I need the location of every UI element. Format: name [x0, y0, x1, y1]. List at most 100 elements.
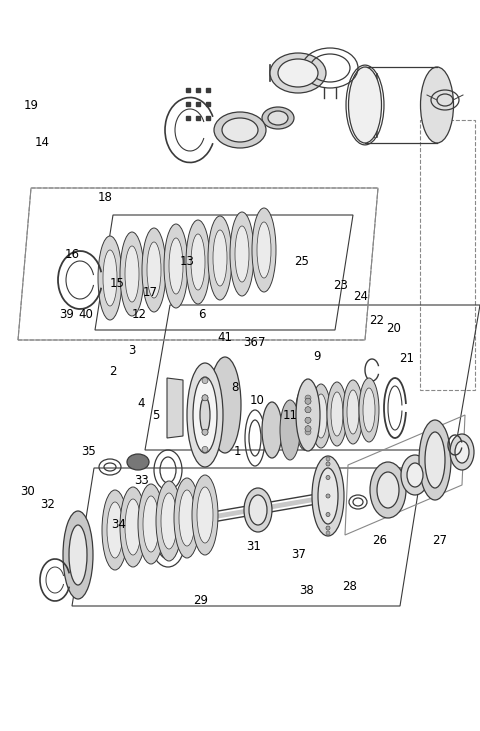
Text: 33: 33: [134, 474, 149, 488]
Ellipse shape: [377, 472, 399, 508]
Ellipse shape: [326, 531, 330, 535]
Ellipse shape: [214, 112, 266, 148]
Ellipse shape: [138, 484, 164, 564]
Text: 14: 14: [35, 136, 50, 149]
Text: 17: 17: [142, 286, 157, 299]
Ellipse shape: [262, 402, 282, 458]
Text: 15: 15: [110, 277, 125, 290]
Ellipse shape: [327, 382, 347, 446]
Text: 13: 13: [180, 255, 194, 268]
Ellipse shape: [164, 224, 188, 308]
Ellipse shape: [102, 490, 128, 570]
Ellipse shape: [326, 475, 330, 480]
Ellipse shape: [305, 395, 311, 401]
Ellipse shape: [401, 455, 429, 495]
Ellipse shape: [179, 490, 195, 546]
Polygon shape: [167, 378, 183, 438]
Ellipse shape: [305, 425, 311, 432]
Ellipse shape: [209, 357, 241, 453]
Ellipse shape: [268, 111, 288, 125]
Ellipse shape: [142, 228, 166, 312]
Ellipse shape: [326, 494, 330, 498]
Ellipse shape: [305, 417, 311, 423]
Ellipse shape: [202, 395, 208, 401]
Ellipse shape: [363, 388, 375, 432]
Text: 36: 36: [243, 336, 258, 349]
Ellipse shape: [193, 377, 217, 453]
Text: 8: 8: [231, 381, 239, 394]
Ellipse shape: [143, 496, 159, 552]
Text: 34: 34: [112, 518, 126, 531]
Ellipse shape: [305, 406, 311, 413]
Ellipse shape: [202, 395, 208, 401]
Ellipse shape: [169, 238, 183, 294]
Ellipse shape: [326, 512, 330, 517]
Text: 3: 3: [128, 344, 136, 357]
Ellipse shape: [257, 222, 271, 278]
Ellipse shape: [318, 468, 338, 524]
Ellipse shape: [192, 475, 218, 555]
Text: 9: 9: [313, 350, 321, 363]
Text: 35: 35: [82, 445, 96, 458]
Text: 41: 41: [217, 331, 232, 344]
Text: 25: 25: [294, 255, 309, 268]
Ellipse shape: [326, 494, 330, 498]
Ellipse shape: [347, 390, 359, 434]
Text: 1: 1: [234, 445, 241, 458]
Ellipse shape: [455, 441, 469, 463]
Ellipse shape: [187, 363, 223, 467]
Ellipse shape: [125, 499, 141, 555]
Text: 19: 19: [24, 99, 39, 113]
Ellipse shape: [63, 511, 93, 599]
Ellipse shape: [326, 462, 330, 466]
Ellipse shape: [197, 487, 213, 543]
Ellipse shape: [326, 526, 330, 530]
Ellipse shape: [222, 118, 258, 142]
Ellipse shape: [202, 447, 208, 452]
Ellipse shape: [305, 429, 311, 435]
Ellipse shape: [305, 398, 311, 404]
Ellipse shape: [343, 380, 363, 444]
Text: 2: 2: [109, 365, 117, 378]
Text: 31: 31: [246, 540, 261, 553]
Ellipse shape: [305, 417, 311, 423]
Ellipse shape: [200, 397, 210, 433]
Text: 30: 30: [21, 485, 35, 498]
Ellipse shape: [208, 216, 232, 300]
Ellipse shape: [156, 481, 182, 561]
Text: 16: 16: [64, 248, 80, 261]
Ellipse shape: [331, 392, 343, 436]
Text: 12: 12: [132, 308, 147, 321]
Text: 38: 38: [299, 584, 313, 597]
Ellipse shape: [230, 212, 254, 296]
Text: 29: 29: [193, 594, 208, 607]
Text: 24: 24: [353, 289, 369, 303]
Text: 27: 27: [432, 534, 447, 548]
Ellipse shape: [191, 234, 205, 290]
Ellipse shape: [425, 432, 445, 488]
Text: 22: 22: [369, 314, 384, 327]
Text: 26: 26: [372, 534, 387, 548]
Ellipse shape: [280, 400, 300, 460]
Ellipse shape: [103, 250, 117, 306]
Ellipse shape: [125, 246, 139, 302]
Ellipse shape: [213, 230, 227, 286]
Ellipse shape: [326, 512, 330, 517]
Ellipse shape: [120, 487, 146, 567]
Ellipse shape: [305, 425, 311, 432]
Text: 28: 28: [342, 580, 357, 593]
Ellipse shape: [107, 502, 123, 558]
Ellipse shape: [348, 67, 382, 143]
Ellipse shape: [98, 236, 122, 320]
Ellipse shape: [359, 378, 379, 442]
Text: 18: 18: [97, 191, 112, 204]
Text: 5: 5: [152, 409, 160, 422]
Ellipse shape: [244, 488, 272, 532]
Ellipse shape: [202, 429, 208, 435]
Text: 21: 21: [399, 352, 415, 365]
Text: 6: 6: [198, 308, 205, 321]
Ellipse shape: [420, 67, 454, 143]
Ellipse shape: [69, 525, 87, 585]
Ellipse shape: [161, 493, 177, 549]
Text: 11: 11: [283, 409, 298, 422]
